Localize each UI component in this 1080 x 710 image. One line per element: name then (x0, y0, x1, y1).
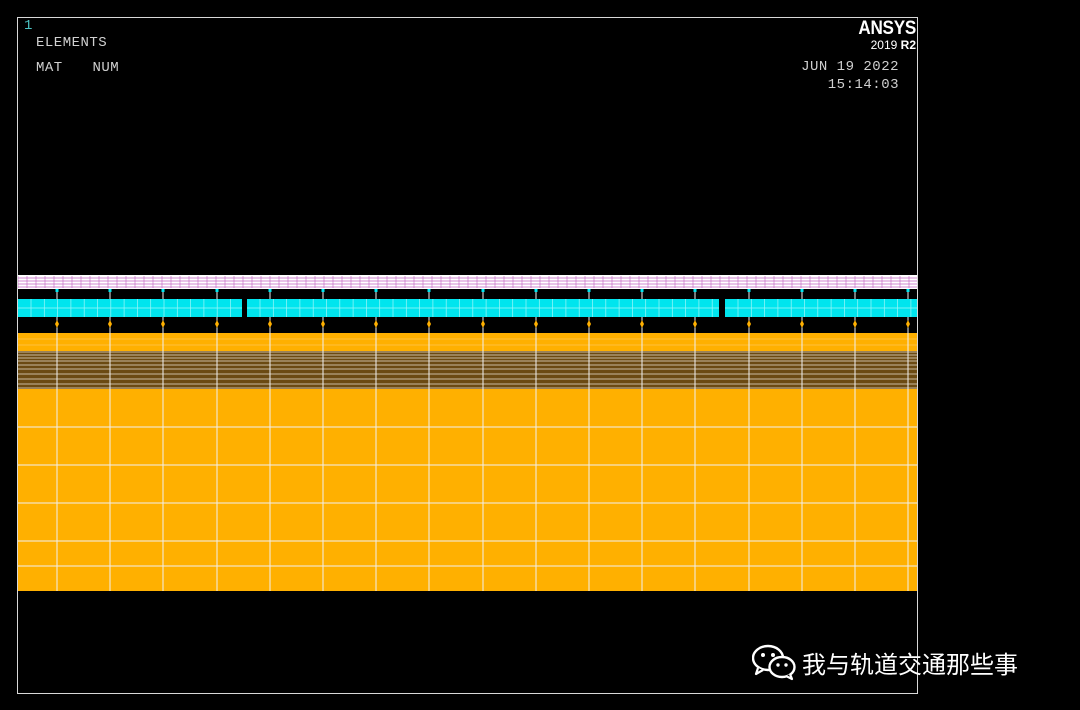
spring-marker (108, 320, 112, 328)
fastener-spring-row (55, 317, 910, 333)
connection-node (427, 289, 431, 292)
subgrade-band (18, 351, 917, 389)
spring-marker (747, 320, 751, 328)
connection-node (481, 289, 485, 292)
connection-node (587, 289, 591, 292)
spring-marker (427, 320, 431, 328)
connection-node (534, 289, 538, 292)
connection-node (374, 289, 378, 292)
track-slab-layer (18, 289, 917, 317)
spring-marker (161, 320, 165, 328)
foundation-layer (18, 333, 917, 591)
ansys-logo: ANSYS 2019 R2 (852, 19, 916, 52)
connection-node (108, 289, 112, 292)
spring-marker (215, 320, 219, 328)
connection-node (215, 289, 219, 292)
connection-node (640, 289, 644, 292)
connection-node (268, 289, 272, 292)
spring-marker (55, 320, 59, 328)
spring-marker (481, 320, 485, 328)
connection-node (161, 289, 165, 292)
logo-name: ANSYS (858, 18, 916, 39)
spring-marker (906, 320, 910, 328)
plot-time: 15:14:03 (827, 77, 899, 93)
finite-element-mesh (18, 275, 917, 591)
base-plate (18, 333, 917, 351)
connection-node (800, 289, 804, 292)
connection-node (693, 289, 697, 292)
logo-version-release: R2 (900, 38, 916, 52)
connection-node (55, 289, 59, 292)
spring-marker (693, 320, 697, 328)
spring-marker (800, 320, 804, 328)
spring-marker (374, 320, 378, 328)
window-number: 1 (24, 18, 33, 34)
connection-node (321, 289, 325, 292)
logo-version-year: 2019 (870, 38, 898, 52)
spring-marker (853, 320, 857, 328)
connection-node (853, 289, 857, 292)
foundation-block (18, 389, 917, 591)
plot-label-elements: ELEMENTS (36, 35, 108, 51)
spring-marker (321, 320, 325, 328)
spring-marker (268, 320, 272, 328)
connection-node (906, 289, 910, 292)
connection-node (747, 289, 751, 292)
subgrade-layer (18, 351, 917, 389)
plot-date: JUN 19 2022 (801, 59, 899, 75)
rail-layer (18, 275, 917, 289)
graphics-viewport[interactable]: 1 ELEMENTS MAT NUM JUN 19 2022 15:14:03 … (17, 17, 918, 694)
spring-marker (534, 320, 538, 328)
spring-marker (587, 320, 591, 328)
spring-marker (640, 320, 644, 328)
watermark: 我与轨道交通那些事 (752, 643, 1018, 681)
logo-version: 2019 R2 (852, 39, 916, 52)
base-plate-layer (18, 333, 917, 351)
watermark-text: 我与轨道交通那些事 (802, 650, 1018, 679)
plot-label-mat-num: MAT NUM (36, 60, 120, 76)
wechat-icon (752, 644, 796, 681)
